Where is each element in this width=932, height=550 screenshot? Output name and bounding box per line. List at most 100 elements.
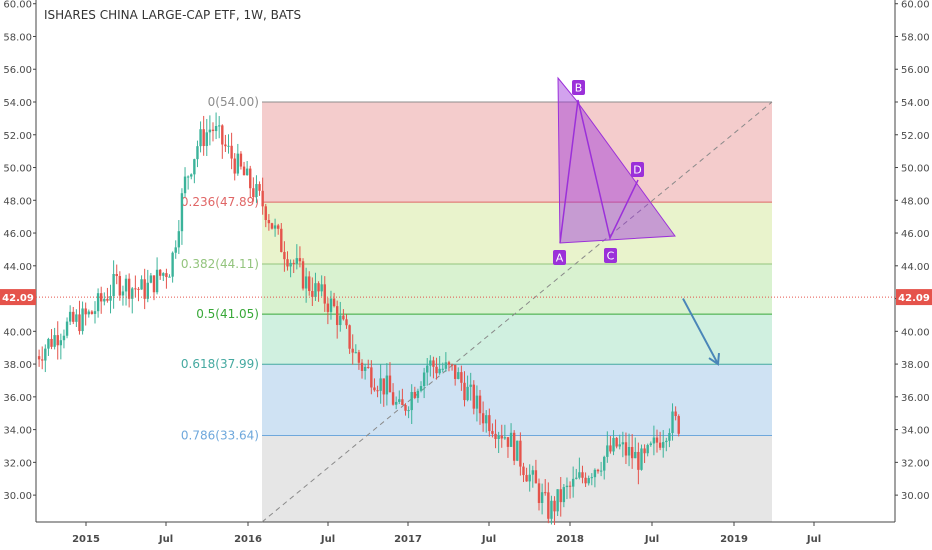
candle-body	[357, 352, 361, 363]
candle-body	[568, 485, 572, 487]
fib-band	[262, 202, 772, 264]
y-tick-right: 36.00	[901, 393, 930, 404]
candle-body	[658, 442, 662, 448]
dashed-trendline[interactable]	[261, 101, 773, 523]
candle-body	[41, 359, 44, 361]
candle-body	[311, 290, 314, 297]
abcd-path[interactable]	[559, 99, 639, 244]
point-badge-b	[572, 80, 585, 95]
candle-body	[96, 293, 100, 312]
candle-body	[78, 314, 81, 332]
candle-body	[199, 129, 202, 147]
fib-label: 0.382(44.11)	[181, 257, 259, 271]
candle-body	[385, 375, 389, 395]
fib-label: 0.618(37.99)	[181, 357, 259, 371]
candle-body	[668, 433, 671, 441]
candle-body	[118, 276, 122, 296]
candle-body	[90, 311, 94, 314]
y-tick-left: 38.00	[3, 360, 32, 371]
point-label-d: D	[633, 164, 641, 177]
candles	[37, 112, 680, 525]
candle-body	[348, 325, 351, 349]
candle-body	[323, 284, 326, 304]
y-tick-left: 58.00	[3, 32, 32, 43]
candle-body	[559, 489, 562, 503]
candle-body	[261, 190, 264, 207]
candle-body	[127, 278, 131, 299]
y-tick-left: 52.00	[3, 131, 32, 142]
y-tick-left: 36.00	[3, 393, 32, 404]
candle-body	[438, 368, 441, 374]
candle-body	[239, 153, 243, 167]
candle-body	[180, 193, 184, 232]
candle-body	[140, 279, 143, 290]
candle-body	[537, 483, 541, 504]
fib-label: 0.236(47.89)	[181, 195, 259, 209]
candle-body	[416, 390, 420, 398]
candle-body	[202, 129, 205, 147]
y-tick-right: 46.00	[901, 229, 930, 240]
point-label-c: C	[607, 250, 615, 263]
candle-body	[186, 176, 190, 178]
candle-body	[460, 372, 463, 383]
trend-line[interactable]	[261, 101, 773, 523]
candle-body	[640, 448, 643, 470]
candle-body	[587, 478, 590, 484]
candle-body	[478, 395, 482, 414]
candle-body	[308, 276, 311, 291]
candle-body	[575, 477, 578, 479]
projection-arrowhead	[708, 352, 720, 366]
fib-band	[262, 263, 772, 315]
candle-body	[429, 360, 432, 366]
price-badge-left-text: 42.09	[2, 293, 34, 304]
candle-body	[662, 442, 665, 448]
candle-body	[531, 470, 534, 475]
candle-body	[252, 188, 255, 198]
candle-body	[630, 446, 634, 459]
point-badge-c	[604, 248, 617, 263]
candle-body	[565, 485, 569, 488]
candle-body	[677, 416, 680, 434]
candle-body	[351, 348, 354, 353]
candle-body	[208, 129, 212, 133]
y-tick-right: 34.00	[901, 426, 930, 437]
candle-body	[270, 223, 274, 229]
point-badge-a	[553, 250, 566, 265]
triangle-shape[interactable]	[557, 76, 676, 244]
candle-body	[149, 275, 153, 283]
candle-body	[171, 252, 174, 277]
candle-body	[289, 262, 292, 267]
projection-arrow[interactable]	[682, 298, 719, 365]
candle-body	[485, 415, 488, 424]
candle-body	[615, 437, 618, 447]
candle-body	[205, 132, 208, 147]
candle-body	[544, 492, 547, 494]
candle-body	[370, 367, 373, 388]
candle-body	[304, 276, 308, 289]
candle-body	[168, 276, 171, 278]
candle-body	[174, 247, 177, 253]
candle-body	[75, 314, 78, 322]
candle-body	[53, 335, 56, 347]
price-badge-right	[896, 289, 932, 306]
candle-body	[534, 470, 538, 484]
abcd-pattern[interactable]: A B C D	[36, 76, 895, 366]
candle-body	[47, 338, 50, 349]
y-tick-left: 60.00	[3, 0, 32, 11]
candle-body	[453, 364, 457, 379]
candle-body	[509, 432, 513, 447]
candle-body	[606, 445, 609, 457]
candle-body	[516, 440, 519, 461]
candle-body	[522, 466, 525, 476]
candle-body	[159, 269, 162, 276]
candle-body	[221, 125, 224, 145]
candle-body	[637, 451, 640, 470]
point-label-b: B	[575, 82, 583, 95]
candle-body	[162, 273, 165, 276]
candle-body	[342, 315, 345, 320]
fibonacci-retracement[interactable]: 0(54.00) 0.236(47.89) 0.382(44.11) 0.5(41.0…	[181, 95, 772, 522]
x-tick-label: Jul	[806, 534, 821, 545]
candle-body	[37, 356, 41, 360]
